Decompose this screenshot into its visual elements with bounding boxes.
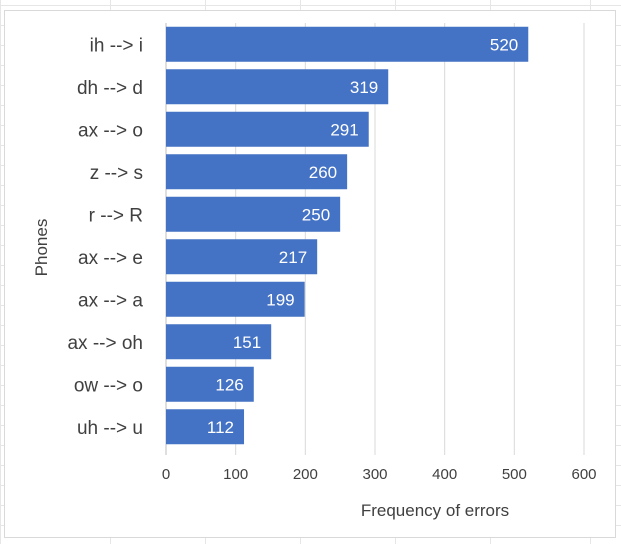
category-label-9: ow --> o xyxy=(74,375,143,396)
category-label-2: dh --> d xyxy=(77,78,143,99)
bar-7[interactable] xyxy=(166,281,305,317)
x-tick-100: 100 xyxy=(223,466,248,483)
bar-3[interactable] xyxy=(166,111,369,147)
data-label-2: 319 xyxy=(350,78,378,97)
category-label-8: ax --> oh xyxy=(67,333,143,354)
x-tick-0: 0 xyxy=(162,466,170,483)
data-label-9: 126 xyxy=(215,375,243,394)
x-tick-200: 200 xyxy=(293,466,318,483)
x-tick-500: 500 xyxy=(502,466,527,483)
data-label-1: 520 xyxy=(490,35,518,54)
category-label-10: uh --> u xyxy=(77,418,143,439)
data-label-3: 291 xyxy=(330,120,358,139)
bar-1[interactable] xyxy=(166,26,529,62)
bar-8[interactable] xyxy=(166,324,272,360)
category-label-7: ax --> a xyxy=(78,290,143,311)
x-tick-labels: 0 100 200 300 400 500 600 xyxy=(162,466,597,483)
data-label-8: 151 xyxy=(233,333,261,352)
bar-4[interactable] xyxy=(166,154,348,190)
category-label-4: z --> s xyxy=(90,163,143,184)
x-axis-title: Frequency of errors xyxy=(361,501,509,520)
x-tick-400: 400 xyxy=(432,466,457,483)
x-tick-600: 600 xyxy=(571,466,596,483)
bar-2[interactable] xyxy=(166,69,389,105)
bar-6[interactable] xyxy=(166,239,318,275)
bars: 520 319 291 260 250 217 199 151 126 112 xyxy=(166,26,529,445)
category-label-1: ih --> i xyxy=(90,35,143,56)
data-label-10: 112 xyxy=(207,418,234,437)
y-axis-title: Phones xyxy=(32,219,51,277)
bar-10[interactable] xyxy=(166,409,245,445)
x-tick-300: 300 xyxy=(362,466,387,483)
bar-chart: 520 319 291 260 250 217 199 151 126 112 ih --> i d… xyxy=(32,23,597,520)
category-label-6: ax --> e xyxy=(78,248,143,269)
category-label-5: r --> R xyxy=(89,205,143,226)
data-label-5: 250 xyxy=(302,205,330,224)
data-label-6: 217 xyxy=(279,248,307,267)
category-labels: ih --> i dh --> d ax --> o z --> s r --> R ax… xyxy=(67,35,143,439)
chart-area[interactable]: 520 319 291 260 250 217 199 151 126 112 ih --> i d… xyxy=(4,10,616,538)
data-label-4: 260 xyxy=(309,163,337,182)
category-label-3: ax --> o xyxy=(78,120,143,141)
data-label-7: 199 xyxy=(266,290,294,309)
bar-5[interactable] xyxy=(166,196,341,232)
bar-9[interactable] xyxy=(166,366,254,402)
